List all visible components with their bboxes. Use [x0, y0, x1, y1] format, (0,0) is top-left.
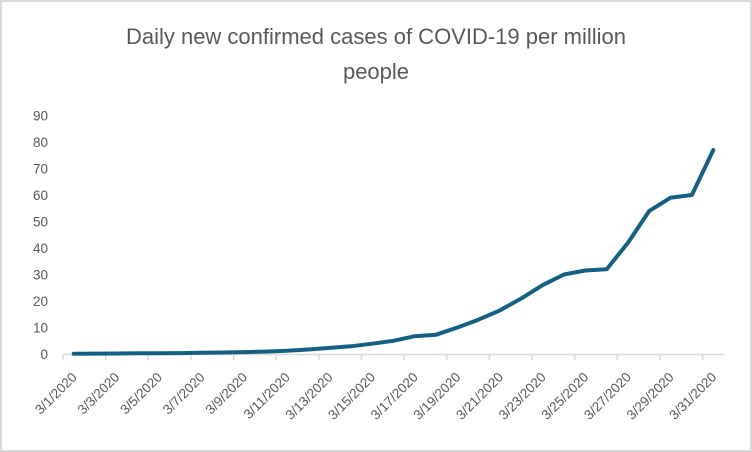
x-tick-label: 3/1/2020 — [32, 370, 80, 418]
y-tick-label: 30 — [33, 268, 48, 283]
x-tick-label: 3/31/2020 — [666, 370, 719, 423]
data-line-series — [71, 148, 716, 356]
x-tick-label: 3/5/2020 — [117, 370, 165, 418]
x-tick-label: 3/3/2020 — [75, 370, 123, 418]
y-tick-label: 40 — [33, 241, 48, 256]
chart-title-line1: Daily new confirmed cases of COVID-19 pe… — [125, 24, 627, 49]
y-tick-label: 10 — [33, 321, 48, 336]
x-tick-label: 3/7/2020 — [160, 370, 208, 418]
y-tick-label: 0 — [40, 347, 48, 362]
y-tick-label: 90 — [33, 109, 48, 124]
chart-title-line2: people — [342, 59, 410, 84]
chart-title: Daily new confirmed cases of COVID-19 pe… — [2, 19, 750, 89]
y-tick-label: 60 — [33, 188, 48, 203]
y-tick-label: 70 — [33, 162, 48, 177]
y-tick-label: 50 — [33, 215, 48, 230]
y-tick-label: 80 — [33, 135, 48, 150]
y-tick-label: 20 — [33, 294, 48, 309]
